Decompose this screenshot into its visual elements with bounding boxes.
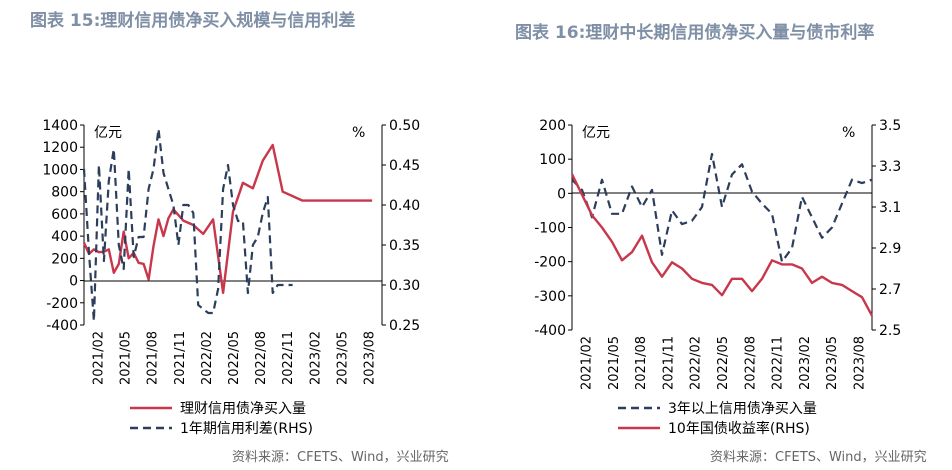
x-tick-label: 2023/08 — [852, 336, 867, 390]
x-tick-label: 2021/02 — [92, 331, 107, 385]
left-y-tick-label: 400 — [51, 229, 78, 245]
legend-label: 10年国债收益率(RHS) — [668, 420, 810, 437]
right-y-tick-label: 0.50 — [389, 118, 420, 134]
x-tick-label: 2021/11 — [661, 336, 676, 390]
series-line-1 — [570, 173, 874, 317]
left-y-tick-label: 200 — [539, 118, 566, 134]
x-tick-label: 2021/11 — [173, 331, 188, 385]
right-y-tick-label: 3.3 — [879, 159, 901, 175]
left-y-tick-label: 600 — [51, 207, 78, 223]
left-y-tick-label: 200 — [51, 251, 78, 267]
legend-label: 3年以上信用债净买入量 — [668, 401, 817, 417]
left-y-tick-label: -200 — [46, 296, 78, 312]
right-y-tick-label: 3.5 — [879, 118, 901, 134]
x-tick-label: 2021/08 — [146, 331, 161, 385]
right-unit-label: % — [352, 125, 365, 141]
left-chart-title: 图表 15:理财信用债净买入规模与信用利差 — [30, 11, 356, 31]
x-tick-label: 2022/08 — [254, 331, 269, 385]
left-y-tick-label: -400 — [534, 323, 566, 339]
x-tick-label: 2021/08 — [634, 336, 649, 390]
right-source-note: 资料来源：CFETS、Wind，兴业研究 — [710, 450, 927, 465]
x-tick-label: 2023/02 — [798, 336, 813, 390]
right-y-tick-label: 2.9 — [879, 241, 901, 257]
right-y-tick-label: 2.7 — [879, 282, 901, 298]
right-chart-title: 图表 16:理财中长期信用债净买入量与债市利率 — [515, 23, 875, 43]
left-y-tick-label: -100 — [534, 221, 566, 237]
x-tick-label: 2022/05 — [716, 336, 731, 390]
x-tick-label: 2022/02 — [200, 331, 215, 385]
series-line-0 — [82, 143, 373, 294]
x-tick-label: 2023/02 — [308, 331, 323, 385]
x-tick-label: 2023/05 — [335, 331, 350, 385]
left-y-tick-label: 1000 — [42, 162, 78, 178]
right-y-tick-label: 0.40 — [389, 198, 420, 214]
right-y-tick-label: 0.35 — [389, 238, 420, 254]
right-unit-label: % — [842, 125, 855, 141]
x-tick-label: 2021/02 — [580, 336, 595, 390]
right-y-tick-label: 2.5 — [879, 323, 901, 339]
right-y-tick-label: 0.45 — [389, 158, 420, 174]
legend-label: 1年期信用利差(RHS) — [180, 421, 313, 437]
left-y-tick-label: -400 — [46, 318, 78, 334]
left-y-tick-label: -300 — [534, 289, 566, 305]
left-y-tick-label: 0 — [69, 274, 78, 290]
left-y-tick-label: -200 — [534, 255, 566, 271]
series-line-0 — [571, 152, 873, 263]
x-tick-label: 2023/05 — [825, 336, 840, 390]
x-tick-label: 2022/11 — [771, 336, 786, 390]
x-tick-label: 2022/11 — [281, 331, 296, 385]
left-y-tick-label: 1400 — [42, 118, 78, 134]
x-tick-label: 2022/05 — [227, 331, 242, 385]
left-unit-label: 亿元 — [94, 125, 122, 141]
left-y-tick-label: 100 — [539, 152, 566, 168]
x-tick-label: 2022/08 — [743, 336, 758, 390]
x-tick-label: 2021/05 — [119, 331, 134, 385]
left-unit-label: 亿元 — [582, 125, 610, 141]
left-y-tick-label: 0 — [557, 186, 566, 202]
x-tick-label: 2023/08 — [362, 331, 377, 385]
legend-label: 理财信用债净买入量 — [180, 401, 306, 417]
right-y-tick-label: 3.1 — [879, 200, 901, 216]
x-tick-label: 2022/02 — [689, 336, 704, 390]
series-line-1 — [82, 127, 293, 323]
left-source-note: 资料来源：CFETS、Wind，兴业研究 — [232, 450, 449, 465]
left-y-tick-label: 1200 — [42, 140, 78, 156]
right-y-tick-label: 0.30 — [389, 278, 420, 294]
x-tick-label: 2021/05 — [607, 336, 622, 390]
left-y-tick-label: 800 — [51, 185, 78, 201]
right-y-tick-label: 0.25 — [389, 318, 420, 334]
